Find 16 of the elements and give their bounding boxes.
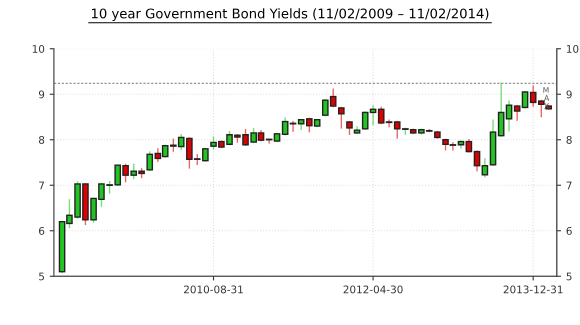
y-tick-label: 10: [32, 44, 44, 53]
x-tick-label: 2010-08-31: [184, 285, 243, 294]
y2-tick-label: 9: [566, 90, 572, 98]
y2-tick-label: 6: [566, 226, 572, 235]
chart-title: 10 year Government Bond Yields (11/02/2009 – 11/02/2014): [92, 8, 488, 22]
y-tick-label: 5: [39, 272, 44, 280]
y2-tick-label: 10: [566, 44, 578, 53]
y2-tick-label: 8: [566, 136, 572, 144]
y2-tick-label: 7: [566, 182, 572, 190]
y-tick-label: 9: [38, 90, 44, 98]
y-tick-label: 8: [38, 136, 44, 144]
x-tick-label: 2012-04-30: [344, 285, 403, 294]
y2-tick-label: 5: [566, 272, 572, 280]
y-tick-label: 7: [39, 182, 44, 190]
y-tick-label: 6: [39, 226, 44, 235]
x-tick-label: 2013-12-31: [504, 285, 562, 294]
